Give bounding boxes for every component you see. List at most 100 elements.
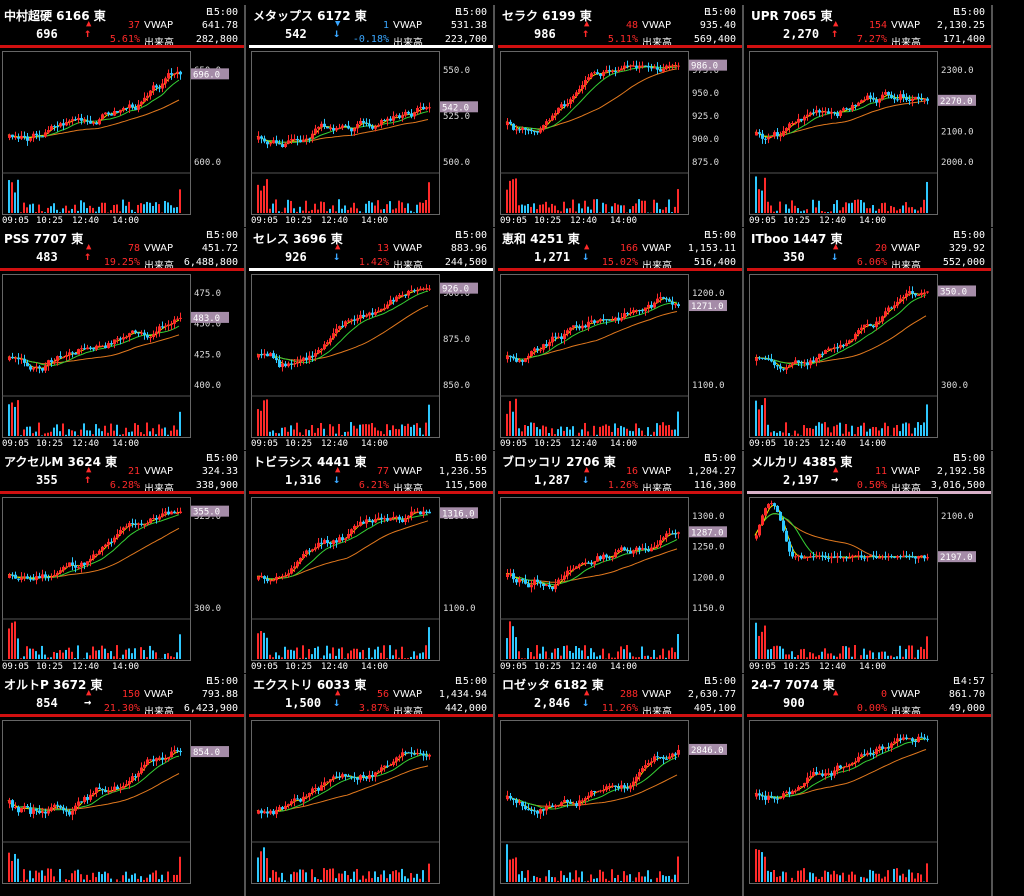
last-price: 483 [36,250,58,264]
candle [890,95,893,98]
volume-bar [626,212,628,213]
current-price-tag: 350.0 [938,285,976,297]
svg-text:542.0: 542.0 [442,103,469,113]
volume-bar [407,658,409,659]
volume-bar [902,205,904,213]
volume-bar [86,208,88,213]
volume-bar [419,879,421,882]
candle [14,137,17,138]
candle [506,122,509,125]
candle [512,573,515,579]
volume-bar [803,425,805,436]
volume-bar [818,879,820,882]
candle [293,798,296,801]
x-tick-label: 09:05 [251,439,278,449]
volume-bar [44,212,46,213]
volume-bar [905,422,907,436]
change-triangle-icon: ▲ [86,19,91,29]
candle [401,115,404,117]
candle [350,529,353,534]
stock-name: 恵和 4251 東 [502,230,580,247]
candle [785,531,788,542]
volume-bar [263,186,265,213]
time-axis [249,885,493,896]
change-triangle-icon: ▲ [335,465,340,475]
volume-bar [47,433,49,436]
candle [398,115,401,118]
candle [329,779,332,782]
candle [599,74,602,76]
volume-bar [110,651,112,659]
volume-bar [89,431,91,436]
change-triangle-icon: ▲ [584,19,589,29]
volume-bar [386,878,388,882]
candle [785,367,788,369]
candle [176,72,179,74]
volume-bar [764,398,766,436]
volume-bar [164,427,166,436]
candle [320,785,323,790]
volume-bar [14,192,16,213]
volume-bar [401,425,403,436]
volume-bar [896,210,898,213]
volume-bar [566,645,568,659]
volume-bar [911,873,913,882]
volume-bar [509,181,511,213]
candle [344,126,347,127]
candle [530,585,533,587]
volume-bar [773,212,775,213]
candle [428,289,431,290]
volume-bar [833,656,835,659]
volume-bar [110,210,112,213]
candle [269,811,272,814]
volume-bar [368,648,370,659]
candle [11,135,14,138]
volume-bar [296,423,298,436]
candle [557,580,560,585]
y-tick-label: 2000.0 [941,158,974,168]
current-price-tag: 986.0 [689,60,727,72]
volume-bar [878,431,880,436]
candle [125,526,128,527]
price-change: 0 [847,689,887,700]
candle [377,771,380,772]
candle [173,73,176,74]
volume-bar [419,428,421,436]
candle [311,134,314,139]
last-update-time: 15:00 [457,453,487,464]
candle [137,332,140,333]
candle [851,763,854,764]
volume-bar [365,879,367,882]
candle [392,762,395,765]
candle [386,119,389,120]
volume-bar [551,428,553,436]
volume-bar [404,208,406,213]
volume-bar [524,658,526,659]
volume-bar [176,207,178,213]
volume-bar [557,881,559,882]
volume-bar [800,211,802,213]
volume-bar [611,658,613,659]
volume-bar [671,212,673,213]
volume-bar [773,870,775,882]
candle [341,326,344,327]
volume-bar [629,652,631,659]
